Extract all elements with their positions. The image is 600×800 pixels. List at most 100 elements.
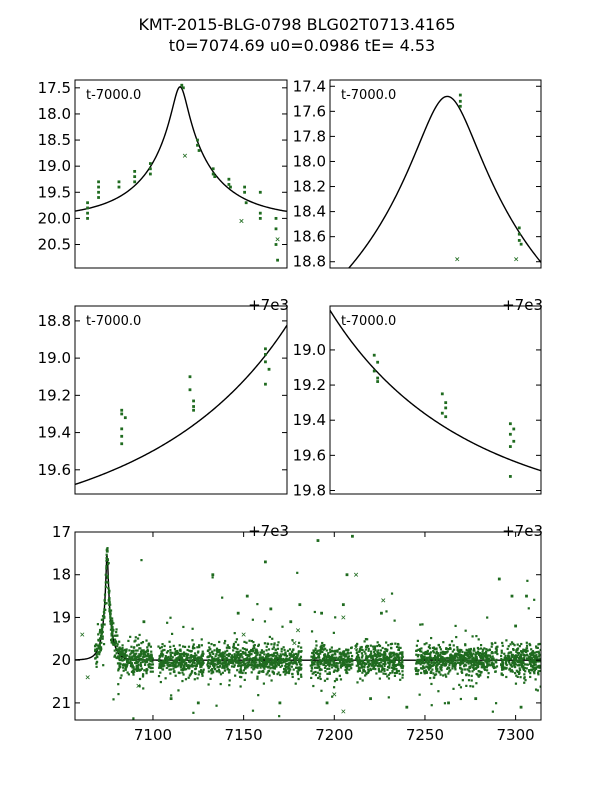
baseline-point — [315, 644, 318, 647]
baseline-point — [373, 645, 377, 648]
baseline-point — [339, 666, 343, 669]
baseline-point — [329, 650, 332, 654]
baseline-point — [388, 658, 391, 661]
data-point — [497, 577, 501, 581]
baseline-point — [245, 641, 248, 644]
baseline-point — [514, 682, 518, 685]
data-point — [86, 201, 89, 205]
baseline-point — [334, 666, 338, 669]
baseline-point — [147, 644, 150, 647]
baseline-point — [234, 661, 237, 664]
baseline-point — [178, 662, 181, 665]
baseline-point — [172, 644, 175, 647]
baseline-point — [495, 665, 499, 668]
baseline-point — [322, 663, 325, 667]
baseline-point — [438, 654, 441, 657]
baseline-point — [234, 647, 237, 650]
baseline-point — [520, 656, 523, 660]
baseline-point — [467, 679, 471, 682]
baseline-point — [434, 657, 437, 660]
baseline-point — [132, 649, 135, 652]
baseline-point — [344, 668, 347, 672]
baseline-point — [436, 667, 439, 670]
baseline-point — [450, 658, 453, 661]
baseline-point — [370, 656, 373, 659]
baseline-point — [246, 656, 249, 660]
baseline-point — [171, 656, 174, 659]
baseline-point — [145, 670, 148, 673]
baseline-point — [517, 659, 520, 663]
data-point — [508, 445, 512, 448]
baseline-point — [472, 658, 475, 661]
baseline-point — [216, 660, 219, 663]
data-point — [120, 427, 124, 431]
baseline-point — [360, 660, 364, 663]
baseline-point — [387, 644, 390, 647]
data-point — [211, 172, 215, 176]
baseline-point — [171, 661, 174, 664]
baseline-point — [270, 662, 273, 665]
baseline-point — [456, 652, 459, 656]
baseline-point — [415, 672, 418, 676]
baseline-point — [210, 642, 213, 646]
baseline-point — [94, 657, 97, 660]
baseline-point — [99, 637, 102, 640]
baseline-point — [332, 657, 335, 660]
baseline-point — [140, 559, 143, 562]
baseline-point — [442, 641, 445, 644]
data-point — [244, 201, 248, 205]
baseline-point — [201, 670, 205, 673]
baseline-point — [483, 647, 486, 650]
baseline-point — [345, 665, 349, 668]
baseline-point — [299, 650, 302, 653]
baseline-point — [202, 668, 205, 671]
baseline-point — [310, 676, 313, 680]
baseline-point — [276, 672, 279, 676]
baseline-point — [471, 635, 474, 638]
baseline-point — [256, 603, 259, 606]
baseline-point — [384, 654, 387, 657]
baseline-point — [473, 649, 476, 652]
baseline-point — [169, 648, 172, 652]
baseline-point — [484, 654, 488, 658]
baseline-point — [124, 650, 127, 653]
baseline-point — [97, 646, 100, 649]
baseline-point — [432, 651, 436, 654]
x-tick-label: 7100 — [134, 726, 172, 744]
model-curve — [75, 324, 287, 486]
baseline-point — [471, 670, 474, 673]
baseline-point — [472, 647, 476, 650]
baseline-point — [193, 646, 196, 650]
baseline-point — [168, 668, 171, 671]
baseline-point — [337, 668, 340, 671]
baseline-point — [175, 657, 178, 661]
baseline-point — [232, 646, 235, 649]
baseline-point — [218, 670, 221, 673]
data-point — [405, 705, 409, 709]
baseline-point — [333, 669, 336, 672]
baseline-point — [334, 616, 337, 619]
baseline-point — [182, 673, 185, 676]
baseline-point — [137, 664, 140, 667]
baseline-point — [285, 669, 288, 672]
y-tick-label: 19 — [52, 608, 71, 626]
baseline-point — [520, 660, 523, 663]
baseline-point — [364, 648, 368, 651]
baseline-point — [157, 674, 161, 678]
baseline-point — [335, 678, 339, 681]
baseline-point — [105, 567, 108, 570]
baseline-point — [167, 655, 170, 659]
baseline-point — [517, 664, 521, 667]
axes-frame — [74, 531, 542, 721]
baseline-point — [118, 640, 121, 643]
baseline-point — [481, 650, 484, 653]
baseline-point — [258, 653, 262, 656]
baseline-point — [416, 639, 419, 642]
baseline-point — [496, 652, 499, 656]
baseline-point — [134, 636, 137, 639]
baseline-point — [109, 609, 113, 612]
baseline-point — [100, 632, 104, 635]
baseline-point — [211, 671, 214, 674]
baseline-point — [145, 660, 148, 663]
data-point — [278, 701, 282, 705]
